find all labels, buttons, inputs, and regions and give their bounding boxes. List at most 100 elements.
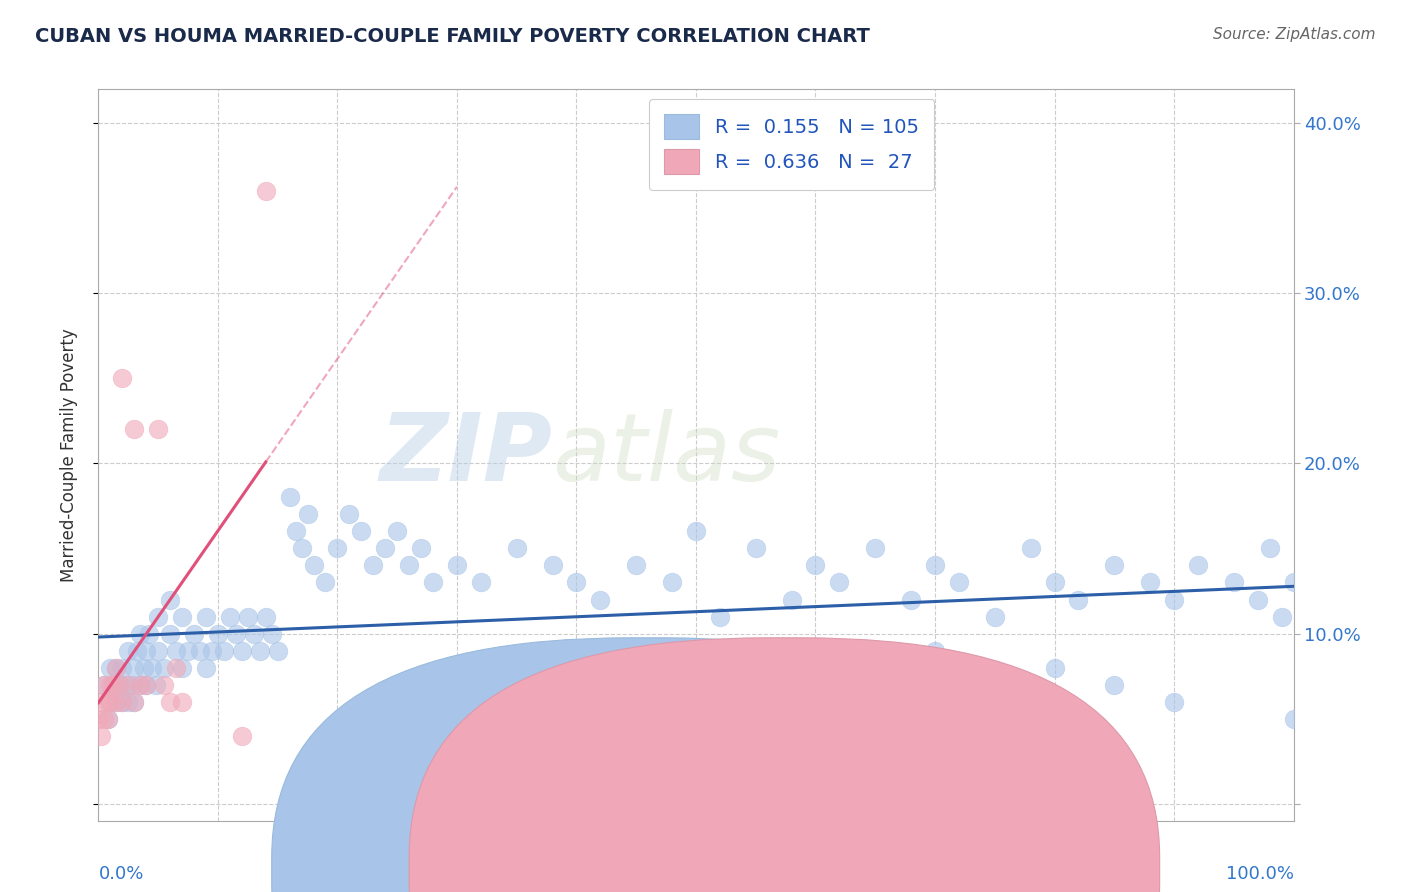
Point <box>90 729 112 743</box>
Point <box>1187 558 1209 573</box>
Point <box>984 695 1007 709</box>
Point <box>129 677 152 691</box>
Point <box>177 643 200 657</box>
Point <box>398 558 420 573</box>
Point <box>135 677 157 691</box>
Point <box>105 660 128 674</box>
Point <box>863 677 887 691</box>
Point <box>183 626 205 640</box>
Point <box>108 677 131 691</box>
Point <box>98 695 122 709</box>
Point <box>105 695 128 709</box>
Point <box>339 508 360 522</box>
Point <box>1067 592 1090 607</box>
Point <box>141 660 163 674</box>
Point <box>135 643 157 657</box>
Point <box>863 541 887 556</box>
Point <box>91 695 114 709</box>
Point <box>98 660 122 674</box>
Point <box>159 592 181 607</box>
Point <box>201 643 224 657</box>
Point <box>97 712 120 726</box>
Point <box>153 660 176 674</box>
Point <box>135 677 157 691</box>
Point <box>254 609 277 624</box>
Point <box>297 508 319 522</box>
Point <box>1258 541 1281 556</box>
Point <box>804 712 827 726</box>
Point <box>212 643 235 657</box>
Point <box>188 643 211 657</box>
Point <box>111 695 134 709</box>
Point <box>165 643 187 657</box>
Point <box>1043 575 1066 590</box>
Point <box>194 609 218 624</box>
Point <box>385 524 409 539</box>
Point <box>225 626 247 640</box>
Point <box>1043 660 1066 674</box>
Point <box>172 660 194 674</box>
Point <box>315 575 337 590</box>
Point <box>124 422 146 436</box>
Point <box>626 558 648 573</box>
Point <box>148 643 170 657</box>
Point <box>828 575 851 590</box>
Point <box>1282 712 1305 726</box>
Point <box>685 660 707 674</box>
Point <box>422 575 444 590</box>
Point <box>565 575 588 590</box>
Point <box>685 524 707 539</box>
Point <box>101 677 124 691</box>
Point <box>111 695 134 709</box>
Point <box>1102 677 1125 691</box>
Text: ZIP: ZIP <box>380 409 553 501</box>
Point <box>278 491 301 505</box>
Point <box>145 677 167 691</box>
Point <box>1019 541 1042 556</box>
Point <box>124 695 146 709</box>
Point <box>589 592 612 607</box>
Point <box>117 677 139 691</box>
Point <box>129 677 152 691</box>
Point <box>243 626 266 640</box>
Point <box>363 558 385 573</box>
Point <box>108 677 131 691</box>
Text: Source: ZipAtlas.com: Source: ZipAtlas.com <box>1212 27 1375 42</box>
Point <box>165 660 187 674</box>
Point <box>111 371 134 385</box>
Point <box>1102 558 1125 573</box>
Point <box>159 695 181 709</box>
Point <box>948 575 970 590</box>
Text: 100.0%: 100.0% <box>1226 864 1294 882</box>
Point <box>194 660 218 674</box>
Point <box>93 712 115 726</box>
Point <box>411 541 433 556</box>
Text: atlas: atlas <box>553 409 780 500</box>
Point <box>98 695 122 709</box>
Point <box>1139 575 1161 590</box>
Point <box>267 643 290 657</box>
Point <box>129 626 152 640</box>
Point <box>153 677 176 691</box>
Point <box>121 677 143 691</box>
Point <box>124 695 146 709</box>
Point <box>446 558 468 573</box>
Point <box>374 541 396 556</box>
Point <box>1163 695 1185 709</box>
Point <box>111 660 134 674</box>
Point <box>804 558 827 573</box>
Point <box>924 643 946 657</box>
Point <box>172 609 194 624</box>
Point <box>114 677 136 691</box>
Point <box>254 184 277 198</box>
Point <box>470 575 492 590</box>
Point <box>709 609 731 624</box>
Point <box>260 626 283 640</box>
Point <box>236 609 259 624</box>
Text: 0.0%: 0.0% <box>98 864 143 882</box>
Point <box>924 558 946 573</box>
Y-axis label: Married-Couple Family Poverty: Married-Couple Family Poverty <box>59 328 77 582</box>
Text: Houma: Houma <box>810 873 875 891</box>
Point <box>1163 592 1185 607</box>
Point <box>117 643 139 657</box>
